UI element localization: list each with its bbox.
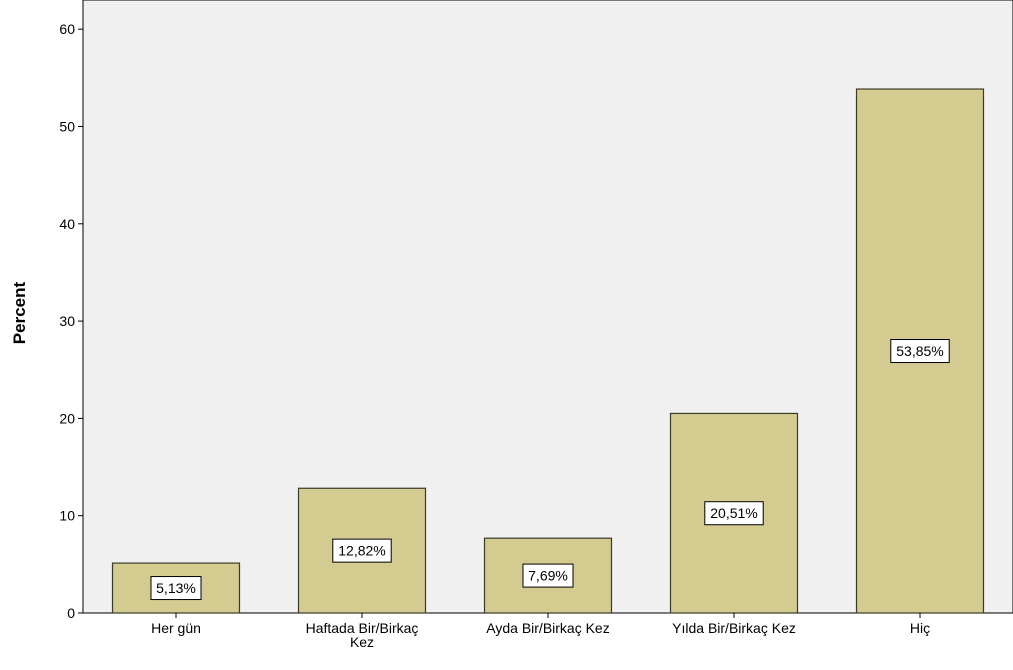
y-axis: 0 10 20 30 40 50 60: [59, 21, 83, 621]
x-tick-label: Her gün: [151, 620, 201, 636]
y-tick-label: 40: [59, 216, 75, 232]
x-tick-label: Yılda Bir/Birkaç Kez: [672, 620, 796, 636]
y-tick-label: 30: [59, 313, 75, 329]
data-label: 12,82%: [338, 543, 385, 559]
data-label-box: [150, 576, 202, 601]
x-tick-label: Hiç: [910, 620, 930, 636]
y-tick-label: 10: [59, 508, 75, 524]
data-label-box: [890, 339, 950, 364]
x-axis: Her gün Haftada Bir/Birkaç Kez Ayda Bir/Bir…: [151, 613, 930, 650]
y-tick-label: 50: [59, 118, 75, 134]
data-label: 20,51%: [710, 505, 757, 521]
y-axis-label: Percent: [10, 281, 29, 344]
data-label-box: [332, 538, 392, 563]
data-label-box: [522, 563, 574, 588]
y-tick-label: 60: [59, 21, 75, 37]
data-label: 7,69%: [528, 568, 568, 584]
x-tick-label: Haftada Bir/Birkaç Kez: [306, 620, 419, 650]
bars: 5,13% 12,82% 7,69% 20,51% 53,85%: [111, 88, 985, 614]
y-tick-label: 0: [67, 605, 75, 621]
y-tick-label: 20: [59, 410, 75, 426]
x-tick-label: Ayda Bir/Birkaç Kez: [486, 620, 609, 636]
data-label: 53,85%: [896, 343, 943, 359]
data-label: 5,13%: [156, 580, 196, 596]
data-label-box: [704, 501, 764, 526]
